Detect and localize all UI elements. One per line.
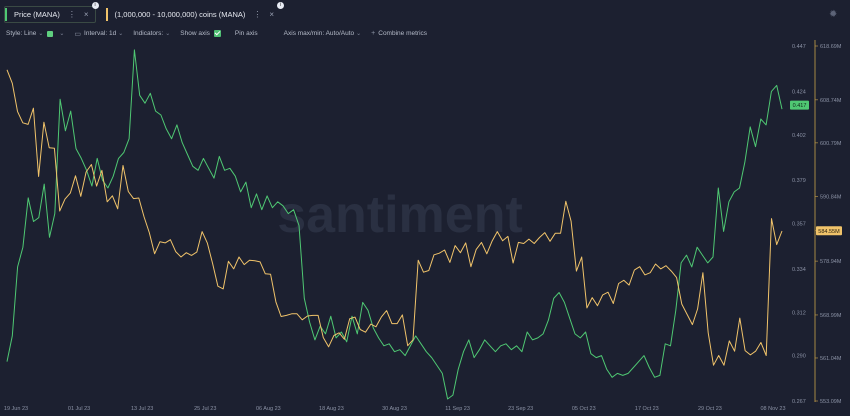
price-tick-label: 0.334 <box>792 267 806 273</box>
coins-color-bar <box>105 7 108 21</box>
price-color-bar <box>5 7 7 21</box>
x-axis: 19 Jun 23 01 Jul 23 13 Jul 23 25 Jul 23 06 A… <box>4 406 786 412</box>
chevron-down-icon: ⌄ <box>356 31 362 37</box>
more-options-icon[interactable]: ⋮ <box>67 9 76 19</box>
coins-line <box>6 69 783 366</box>
tab-coins-label: (1,000,000 - 10,000,000) coins (MANA) <box>114 9 246 19</box>
more-options-icon[interactable]: ⋮ <box>253 9 262 19</box>
show-axis-label: Show axis <box>180 30 210 37</box>
indicators-selector[interactable]: Indicators: ⌄ <box>133 30 170 37</box>
coins-tick-label: 553.09M <box>820 399 842 405</box>
x-tick-label: 23 Sep 23 <box>508 406 533 412</box>
current-value-badges: 0.417 584.55M <box>790 100 842 236</box>
interval-selector[interactable]: ▭ Interval: 1d ⌄ <box>74 30 123 38</box>
x-tick-label: 29 Oct 23 <box>698 406 722 412</box>
santiment-watermark: santiment <box>277 186 523 244</box>
metric-tabs: Price (MANA) ⋮ × i (1,000,000 - 10,000,0… <box>4 1 290 23</box>
chevron-down-icon: ⌄ <box>118 31 124 37</box>
coins-tick-label: 578.94M <box>820 259 842 265</box>
coins-tick-label: 590.84M <box>820 195 842 201</box>
coins-tick-label: 600.79M <box>820 141 842 147</box>
close-icon[interactable]: × <box>269 9 275 19</box>
coins-tick-label: 608.74M <box>820 98 842 104</box>
pin-axis-toggle[interactable]: Pin axis <box>235 30 258 37</box>
axis-maxmin-selector[interactable]: Axis max/min: Auto/Auto ⌄ <box>284 30 361 37</box>
color-swatch[interactable] <box>47 30 54 37</box>
coins-current-badge <box>816 226 842 236</box>
show-axis-checkbox[interactable] <box>213 30 221 37</box>
style-label: Style: Line <box>6 30 37 37</box>
info-icon[interactable]: i <box>91 1 99 9</box>
calendar-icon: ▭ <box>74 30 82 38</box>
coins-tick-label: 568.99M <box>820 313 842 319</box>
x-tick-label: 01 Jul 23 <box>68 406 90 412</box>
price-tick-label: 0.312 <box>792 310 806 316</box>
price-tick-label: 0.357 <box>792 222 806 228</box>
chevron-down-icon: ⌄ <box>59 31 65 37</box>
tab-price-label: Price (MANA) <box>14 9 60 19</box>
x-tick-label: 08 Nov 23 <box>760 406 785 412</box>
plus-icon: + <box>371 30 376 37</box>
price-current-value: 0.417 <box>793 103 807 109</box>
x-tick-label: 30 Aug 23 <box>382 406 407 412</box>
interval-label: Interval: 1d <box>84 30 117 37</box>
price-tick-label: 0.379 <box>792 178 806 184</box>
x-tick-label: 18 Aug 23 <box>319 406 344 412</box>
x-tick-label: 05 Oct 23 <box>572 406 596 412</box>
info-icon[interactable]: i <box>277 1 285 9</box>
x-tick-label: 19 Jun 23 <box>4 406 28 412</box>
x-tick-label: 11 Sep 23 <box>445 406 470 412</box>
price-series <box>6 49 783 400</box>
price-tick-label: 0.424 <box>792 89 806 95</box>
style-selector[interactable]: Style: Line ⌄ ⌄ <box>6 30 64 37</box>
chevron-down-icon: ⌄ <box>165 31 171 37</box>
x-tick-label: 13 Jul 23 <box>131 406 153 412</box>
indicators-label: Indicators: <box>133 30 164 37</box>
coins-tick-label: 561.04M <box>820 356 842 362</box>
combine-metrics-label: Combine metrics <box>378 30 428 37</box>
coins-series <box>6 69 783 366</box>
price-tick-label: 0.447 <box>792 44 806 50</box>
coins-current-value: 584.55M <box>818 229 840 235</box>
settings-icon[interactable]: ✹ <box>829 9 838 20</box>
tab-coins-mana[interactable]: (1,000,000 - 10,000,000) coins (MANA) ⋮ … <box>105 1 285 22</box>
close-icon[interactable]: × <box>83 9 89 19</box>
price-tick-label: 0.290 <box>792 354 806 360</box>
tab-price-mana[interactable]: Price (MANA) ⋮ × i <box>4 1 99 23</box>
x-tick-label: 25 Jul 23 <box>194 406 216 412</box>
chart-toolbar: Style: Line ⌄ ⌄ ▭ Interval: 1d ⌄ Indicat… <box>6 28 437 39</box>
axis-maxmin-label: Axis max/min: Auto/Auto <box>283 30 355 37</box>
x-tick-label: 17 Oct 23 <box>635 406 659 412</box>
coins-tick-label: 618.69M <box>820 44 842 50</box>
coins-axis: 618.69M 608.74M 600.79M 590.84M 584.55M 578.9… <box>815 44 842 405</box>
price-axis: 0.447 0.424 0.402 0.379 0.357 0.334 0.312 0.290… <box>792 44 806 405</box>
combine-metrics-button[interactable]: + Combine metrics <box>371 30 427 37</box>
price-tick-label: 0.402 <box>792 133 806 139</box>
pin-axis-label: Pin axis <box>234 30 258 37</box>
price-tick-label: 0.267 <box>792 399 806 405</box>
price-current-badge <box>790 100 809 110</box>
x-tick-label: 06 Aug 23 <box>256 406 281 412</box>
show-axis-toggle[interactable]: Show axis <box>180 30 225 37</box>
price-line <box>6 49 783 400</box>
chevron-down-icon: ⌄ <box>38 31 44 37</box>
